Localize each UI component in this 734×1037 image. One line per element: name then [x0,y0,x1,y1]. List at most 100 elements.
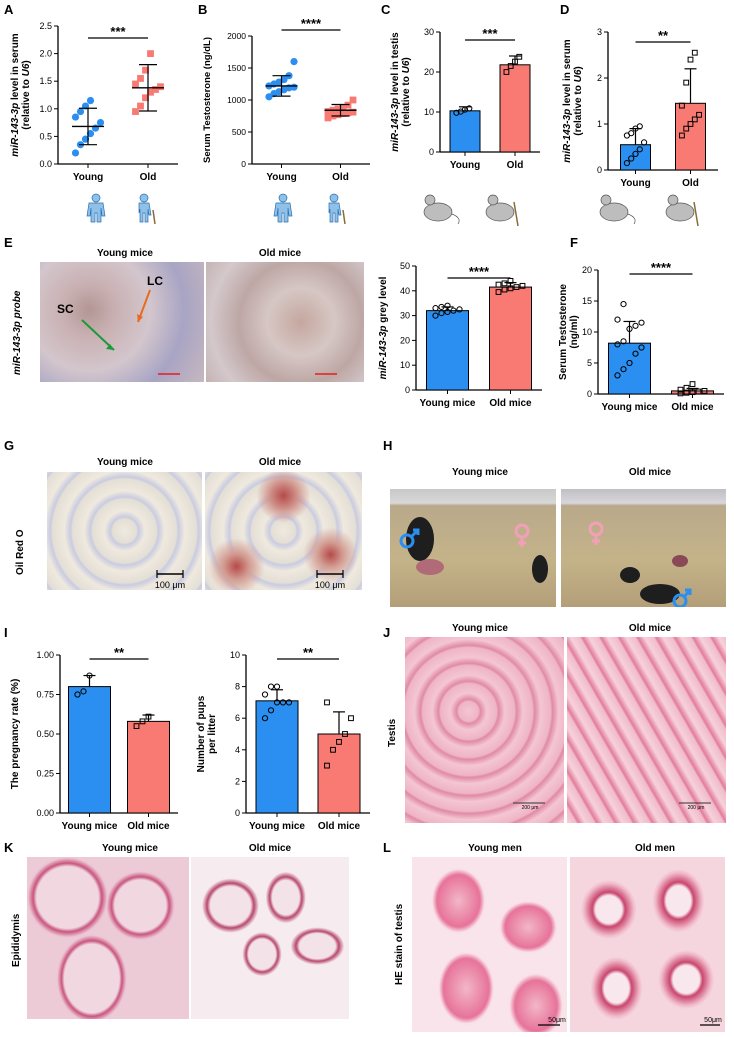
y-tick-label: 2.5 [39,21,52,31]
significance-label: ** [303,645,314,660]
data-point [614,316,621,323]
data-point [677,386,684,393]
data-point [342,731,348,737]
y-tick-label: 10 [400,360,410,370]
data-point [261,691,269,698]
panel-letter-j: J [383,625,391,640]
y-axis-label: miR-143-3p level in serum [562,39,573,162]
data-point [336,739,342,745]
x-tick-label: Young [73,172,103,183]
y-tick-label: 0 [587,389,592,399]
k-epididymis-old-image [191,857,349,1019]
bar [127,720,170,814]
data-point [626,325,633,333]
j-side-label: Testis [387,718,398,747]
y-tick-label: 0.00 [36,808,54,818]
data-point [632,150,639,157]
data-point [638,344,645,351]
panel-letter-d: D [560,2,570,17]
bar [449,110,481,153]
data-point [640,139,648,146]
y-tick-label: 20 [582,265,592,275]
y-tick-label: 0 [235,808,240,818]
data-point [285,699,293,706]
pups-young [416,559,444,575]
data-point [461,106,469,113]
l-scale-young: 50μm [548,1017,566,1024]
bar [68,686,111,814]
x-tick-label: Young mice [62,821,118,832]
chart-f: 0 5 10 15 20 Serum Testosterone (ng/ml) Young m… [558,260,724,413]
y-tick-label: 0.50 [36,729,54,739]
x-tick-label: Young [450,160,480,171]
data-point [339,110,347,117]
data-point [132,108,139,115]
y-tick-label: 0 [597,165,602,175]
data-point [344,101,352,109]
data-point [86,96,95,105]
data-point [267,683,275,690]
data-point [683,79,690,86]
g-scale-old: 100 μm [314,580,346,590]
significance-label: *** [110,24,126,39]
y-tick-label: 1 [597,119,602,129]
y-tick-label: 15 [582,296,592,306]
e-title-young: Young mice [97,248,153,259]
y-tick-label: 20 [400,335,410,345]
g-title-old: Old mice [258,457,302,468]
x-tick-label: Young mice [420,398,476,409]
bar [675,102,706,171]
data-point [145,713,152,720]
y-tick-label: 50 [400,261,410,271]
data-point [324,699,330,706]
l-scale-old: 50μm [704,1017,722,1024]
h-title-young: Young mice [452,467,508,478]
data-point [339,104,347,112]
data-point [636,146,643,153]
data-point [142,66,149,74]
data-point [74,691,81,698]
data-point [614,372,621,379]
data-point [330,746,336,753]
data-point [456,306,463,313]
chart-d: 0 1 2 3 miR-143-3p level in serum(relative t… [562,27,718,189]
data-point [632,322,639,329]
y-tick-label: 0 [429,147,434,157]
bar [620,144,651,171]
l-side-label: HE stain of testis [394,903,405,985]
y-axis-label: miR-143-3p grey level [378,276,389,379]
data-point [334,111,342,119]
y-axis-label: (relative to U6) [401,57,412,127]
data-point [147,88,154,96]
j-testis-young-image [405,637,564,823]
male-symbol-icon [672,588,692,607]
data-point [501,280,508,287]
e-ihc-old-image [206,262,364,382]
y-tick-label: 30 [424,27,434,37]
data-point [691,116,698,123]
chart-i-pregnancy: 0.00 0.25 0.50 0.75 1.00 The pregnancy rate (… [10,645,178,832]
panel-letter-f: F [570,235,578,250]
data-point [71,149,80,157]
significance-label: **** [469,264,490,279]
g-scale-young: 100 μm [154,580,186,590]
y-tick-label: 30 [400,311,410,321]
data-point [324,108,332,115]
female-symbol-icon [514,523,530,547]
data-point [679,102,685,109]
y-axis-label: (relative to U6) [21,60,32,130]
significance-label: **** [651,260,672,275]
g-side-label: Oil Red O [15,529,26,575]
bar [317,733,361,814]
panel-letter-k: K [4,840,14,855]
data-point [687,56,694,63]
e-title-old: Old mice [258,248,302,259]
data-point [620,366,627,373]
data-point [614,341,621,348]
data-point [273,683,281,690]
bar [426,310,469,391]
data-point [334,105,342,113]
data-point [691,49,698,56]
e-lc-label: LC [147,274,163,288]
x-tick-label: Old [507,160,524,171]
